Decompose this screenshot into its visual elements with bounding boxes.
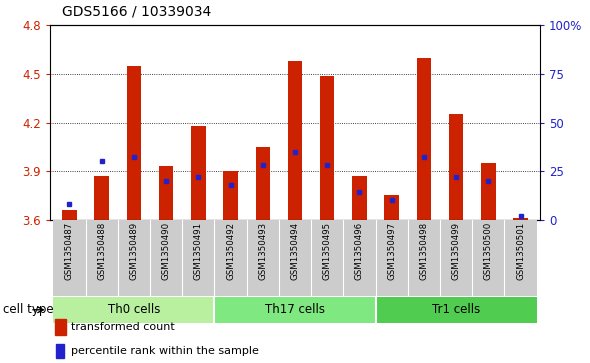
- Text: GSM1350492: GSM1350492: [226, 222, 235, 280]
- Text: GSM1350493: GSM1350493: [258, 222, 267, 280]
- Text: GSM1350495: GSM1350495: [323, 222, 332, 280]
- Bar: [440, 220, 472, 296]
- Bar: [62, 210, 77, 220]
- Bar: [224, 171, 238, 220]
- Bar: [214, 220, 247, 296]
- Text: GSM1350496: GSM1350496: [355, 222, 364, 280]
- Bar: [449, 114, 463, 220]
- Text: Th0 cells: Th0 cells: [108, 303, 160, 316]
- Bar: [53, 220, 86, 296]
- Bar: [320, 76, 335, 220]
- Bar: [214, 297, 376, 323]
- Bar: [56, 344, 64, 358]
- Bar: [86, 220, 118, 296]
- Text: GSM1350499: GSM1350499: [451, 222, 461, 280]
- Text: cell type: cell type: [3, 303, 54, 316]
- Bar: [472, 220, 504, 296]
- Bar: [376, 297, 537, 323]
- Text: GSM1350497: GSM1350497: [387, 222, 396, 280]
- Bar: [513, 218, 528, 220]
- Bar: [352, 176, 366, 220]
- Bar: [279, 220, 311, 296]
- Text: GSM1350488: GSM1350488: [97, 222, 106, 280]
- Bar: [376, 220, 408, 296]
- Bar: [247, 220, 279, 296]
- Bar: [408, 220, 440, 296]
- Text: Tr1 cells: Tr1 cells: [432, 303, 480, 316]
- Text: GSM1350490: GSM1350490: [162, 222, 171, 280]
- Text: GSM1350498: GSM1350498: [419, 222, 428, 280]
- Bar: [159, 166, 173, 220]
- Bar: [385, 195, 399, 220]
- Text: GSM1350500: GSM1350500: [484, 222, 493, 280]
- Text: percentile rank within the sample: percentile rank within the sample: [71, 346, 258, 356]
- Bar: [191, 126, 205, 220]
- Bar: [504, 220, 537, 296]
- Text: GDS5166 / 10339034: GDS5166 / 10339034: [62, 4, 211, 18]
- Text: Th17 cells: Th17 cells: [265, 303, 325, 316]
- Bar: [481, 163, 496, 220]
- Bar: [343, 220, 376, 296]
- Text: GSM1350494: GSM1350494: [290, 222, 300, 280]
- Bar: [288, 61, 302, 220]
- Bar: [53, 297, 214, 323]
- Bar: [94, 176, 109, 220]
- Text: GSM1350487: GSM1350487: [65, 222, 74, 280]
- Bar: [311, 220, 343, 296]
- Bar: [255, 147, 270, 220]
- Bar: [118, 220, 150, 296]
- Text: transformed count: transformed count: [71, 322, 175, 332]
- Bar: [182, 220, 214, 296]
- Bar: [55, 319, 66, 335]
- Text: GSM1350501: GSM1350501: [516, 222, 525, 280]
- Bar: [127, 66, 141, 220]
- Text: GSM1350491: GSM1350491: [194, 222, 203, 280]
- Bar: [417, 58, 431, 220]
- Text: GSM1350489: GSM1350489: [129, 222, 139, 280]
- Bar: [150, 220, 182, 296]
